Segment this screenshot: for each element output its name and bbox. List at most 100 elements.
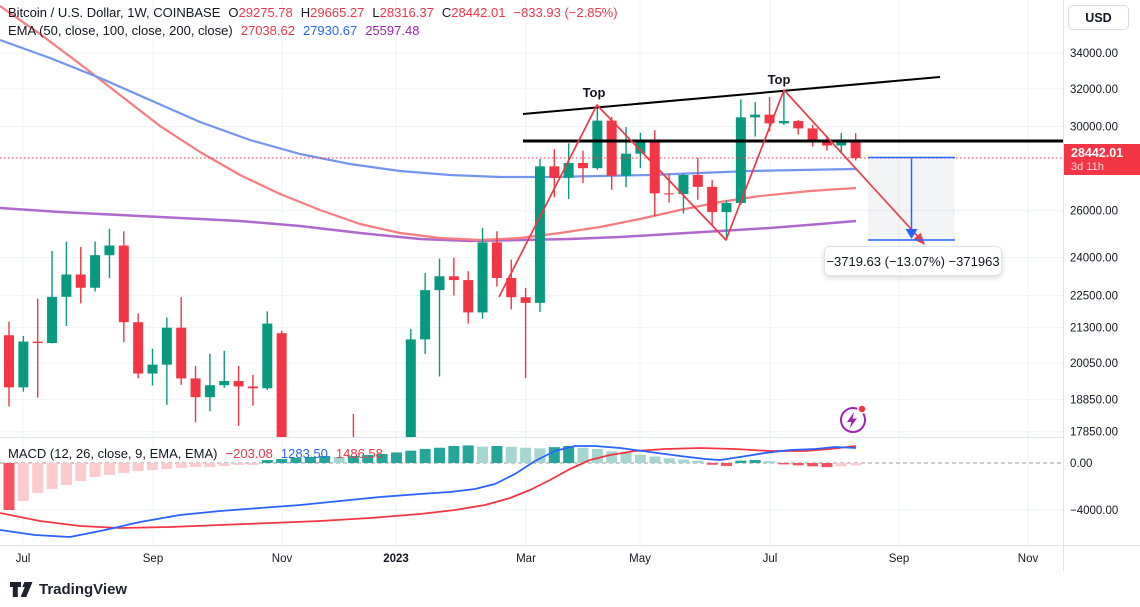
svg-text:24000.00: 24000.00 xyxy=(1070,253,1118,265)
macd-line-value: 1283.50 xyxy=(280,446,328,461)
change-value: −833.93 (−2.85%) xyxy=(513,5,618,20)
time-axis[interactable]: Jul Sep Nov 2023 Mar May Jul Sep Nov xyxy=(16,553,1039,565)
candle xyxy=(664,173,675,203)
ema200-line xyxy=(0,206,857,243)
candle xyxy=(578,150,588,184)
svg-text:Nov: Nov xyxy=(272,553,293,565)
svg-text:May: May xyxy=(629,553,651,565)
ohlc-open-label: O xyxy=(228,5,239,20)
macd-main-line xyxy=(0,445,857,538)
ohlc-close-label: C xyxy=(441,5,452,20)
svg-text:22500.00: 22500.00 xyxy=(1070,291,1118,303)
currency-usd-button[interactable]: USD xyxy=(1068,5,1129,30)
ema200-value: 25597.48 xyxy=(365,23,420,38)
svg-text:18850.00: 18850.00 xyxy=(1070,394,1118,406)
candle xyxy=(204,353,215,412)
chart-annotations: Top Top xyxy=(583,72,791,100)
candle xyxy=(750,102,761,137)
macd-header: MACD (12, 26, close, 9, EMA, EMA) −203.08… xyxy=(8,446,383,461)
candle xyxy=(4,321,14,407)
macd-signal-value: 1486.58 xyxy=(335,446,383,461)
ohlc-close-value: 28442.01 xyxy=(451,5,506,20)
svg-text:17850.00: 17850.00 xyxy=(1070,426,1118,438)
macd-signal-line xyxy=(0,445,857,529)
candle xyxy=(18,336,29,392)
candle xyxy=(377,461,387,484)
candle xyxy=(534,159,545,312)
candle xyxy=(104,228,115,279)
ema100-line xyxy=(0,38,857,179)
svg-text:Sep: Sep xyxy=(889,553,909,565)
ema-label[interactable]: EMA (50, close, 100, close, 200, close) xyxy=(8,23,233,38)
svg-text:−4000.00: −4000.00 xyxy=(1070,505,1118,517)
tradingview-logo-text: TradingView xyxy=(39,581,128,598)
ema50-line xyxy=(0,5,857,242)
ohlc-low-label: L xyxy=(372,5,380,20)
candle xyxy=(352,414,355,437)
svg-text:30000.00: 30000.00 xyxy=(1070,122,1118,134)
svg-text:Nov: Nov xyxy=(1018,553,1039,565)
candle xyxy=(405,328,416,437)
tradingview-logo[interactable]: TradingView xyxy=(10,581,127,598)
candle xyxy=(606,116,617,190)
flash-status-icon[interactable] xyxy=(840,404,867,433)
macd-pane xyxy=(0,445,1063,538)
candle xyxy=(75,246,86,304)
candle xyxy=(707,180,718,226)
macd-histogram xyxy=(3,445,862,510)
ohlc-low-value: 28316.37 xyxy=(379,5,434,20)
candle xyxy=(491,231,502,287)
top-annotation: Top xyxy=(768,72,791,87)
ohlc-high-value: 29665.27 xyxy=(310,5,365,20)
candle xyxy=(678,173,689,214)
top-annotation: Top xyxy=(583,85,606,100)
symbol-title[interactable]: Bitcoin / U.S. Dollar, 1W, COINBASE xyxy=(8,5,221,20)
candle xyxy=(90,241,101,292)
measure-tooltip: −3719.63 (−13.07%) −371963 xyxy=(824,246,1002,276)
ema100-value: 27930.67 xyxy=(302,23,358,38)
candle xyxy=(448,257,459,296)
zigzag-drawing xyxy=(498,89,923,298)
svg-text:Mar: Mar xyxy=(516,553,536,565)
zigzag-arrowhead xyxy=(913,232,925,245)
symbol-header: Bitcoin / U.S. Dollar, 1W, COINBASE O2927… xyxy=(8,5,618,20)
candle xyxy=(721,200,732,239)
candle xyxy=(262,311,273,390)
candle xyxy=(807,124,818,147)
candle xyxy=(793,119,804,135)
ema50-value: 27038.62 xyxy=(240,23,295,38)
candle xyxy=(363,462,373,479)
measure-tool-drawing[interactable] xyxy=(868,156,955,241)
current-price-badge: 28442.01 3d 11h xyxy=(1064,144,1140,175)
candle xyxy=(520,287,531,379)
bar-countdown: 3d 11h xyxy=(1071,161,1104,173)
price-axis[interactable]: 34000.00 32000.00 30000.00 26000.00 24000.00… xyxy=(1070,48,1118,517)
candle xyxy=(247,374,258,406)
candle xyxy=(592,106,603,170)
drawings-layer[interactable] xyxy=(0,76,1063,298)
candle xyxy=(147,348,158,386)
svg-text:34000.00: 34000.00 xyxy=(1070,48,1118,60)
candle xyxy=(420,273,431,354)
svg-text:Jul: Jul xyxy=(16,553,31,565)
candle xyxy=(305,471,315,515)
candle xyxy=(821,136,832,151)
ohlc-high-label: H xyxy=(300,5,311,20)
svg-text:20050.00: 20050.00 xyxy=(1070,358,1118,370)
svg-text:26000.00: 26000.00 xyxy=(1070,206,1118,218)
candle xyxy=(161,317,172,405)
candle xyxy=(47,250,58,344)
candle xyxy=(434,258,445,377)
lightning-bolt-icon xyxy=(847,412,857,429)
macd-label[interactable]: MACD (12, 26, close, 9, EMA, EMA) xyxy=(8,446,218,461)
candle xyxy=(778,91,789,126)
candle xyxy=(233,365,244,426)
pane-borders xyxy=(0,0,1140,571)
candle xyxy=(219,350,230,388)
tradingview-logo-icon xyxy=(10,581,33,597)
candle xyxy=(621,127,632,188)
candle xyxy=(463,271,474,324)
svg-text:21300.00: 21300.00 xyxy=(1070,323,1118,335)
